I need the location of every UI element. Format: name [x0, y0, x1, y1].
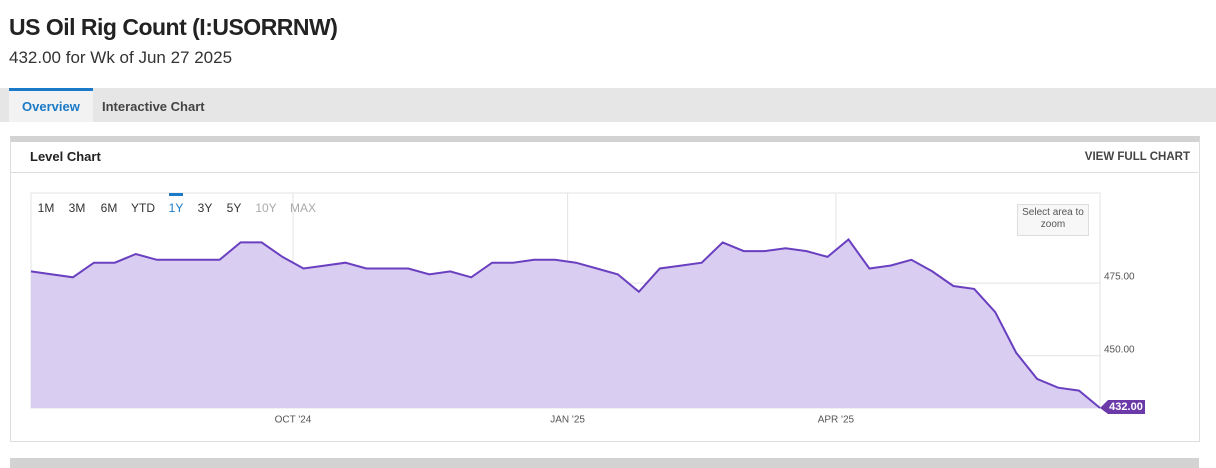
panel-title: Level Chart [30, 149, 101, 164]
range-button[interactable]: 1M [38, 201, 55, 215]
tab[interactable]: Interactive Chart [102, 99, 205, 114]
range-button[interactable]: 3M [69, 201, 86, 215]
range-button[interactable]: 5Y [227, 201, 242, 215]
tab-bar: Overview Interactive Chart [0, 88, 1216, 122]
area [31, 239, 1100, 408]
y-tick-label: 450.00 [1104, 344, 1135, 355]
tab[interactable]: Overview [9, 88, 93, 122]
range-button[interactable]: 6M [101, 201, 118, 215]
range-button[interactable]: YTD [131, 201, 155, 215]
page-subtitle: 432.00 for Wk of Jun 27 2025 [9, 48, 233, 67]
range-active-bar [169, 193, 183, 196]
y-tick-label: 475.00 [1104, 272, 1135, 283]
range-button[interactable]: 1Y [169, 201, 184, 215]
x-tick-label: OCT '24 [275, 415, 312, 426]
range-button: MAX [290, 201, 316, 215]
x-tick-label: JAN '25 [550, 415, 585, 426]
divider [11, 172, 1198, 173]
chart-panel [10, 136, 1200, 442]
x-tick-label: APR '25 [818, 415, 855, 426]
view-full-chart[interactable]: VIEW FULL CHART [1084, 151, 1190, 163]
range-button: 10Y [255, 201, 276, 215]
range-button[interactable]: 3Y [198, 201, 213, 215]
last-value-label: 432.00 [1109, 401, 1143, 413]
page-title: US Oil Rig Count (I:USORRNW) [9, 14, 338, 40]
zoom-hint: Select area to zoom [1017, 204, 1089, 236]
line [30, 238, 1101, 409]
last-value-marker [1100, 400, 1145, 414]
next-panel [10, 458, 1199, 468]
